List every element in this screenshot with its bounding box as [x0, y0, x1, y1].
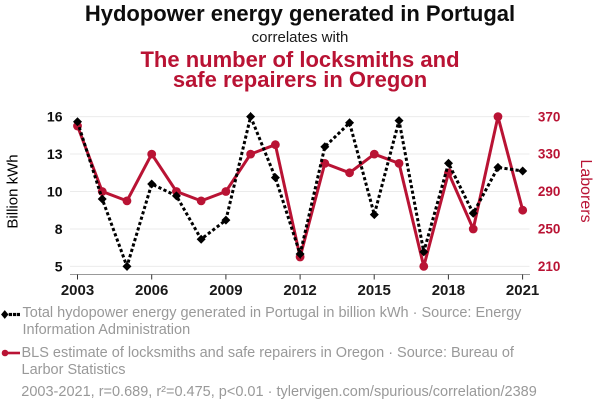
svg-text:330: 330 — [538, 147, 561, 162]
svg-text:8: 8 — [55, 221, 63, 237]
svg-text:210: 210 — [538, 259, 561, 274]
svg-text:10: 10 — [47, 184, 63, 200]
svg-text:Laborers: Laborers — [577, 159, 594, 222]
svg-text:2012: 2012 — [283, 282, 316, 299]
svg-text:5: 5 — [55, 258, 63, 274]
svg-text:2015: 2015 — [358, 282, 391, 299]
svg-text:2006: 2006 — [135, 282, 168, 299]
svg-text:16: 16 — [47, 109, 63, 125]
svg-text:2009: 2009 — [209, 282, 242, 299]
svg-text:2021: 2021 — [506, 282, 539, 299]
svg-text:250: 250 — [538, 222, 561, 237]
svg-text:2003: 2003 — [61, 282, 94, 299]
svg-text:2018: 2018 — [432, 282, 465, 299]
svg-text:Billion kWh: Billion kWh — [5, 154, 22, 228]
svg-text:13: 13 — [47, 146, 63, 162]
svg-text:290: 290 — [538, 184, 561, 199]
svg-text:370: 370 — [538, 109, 561, 124]
